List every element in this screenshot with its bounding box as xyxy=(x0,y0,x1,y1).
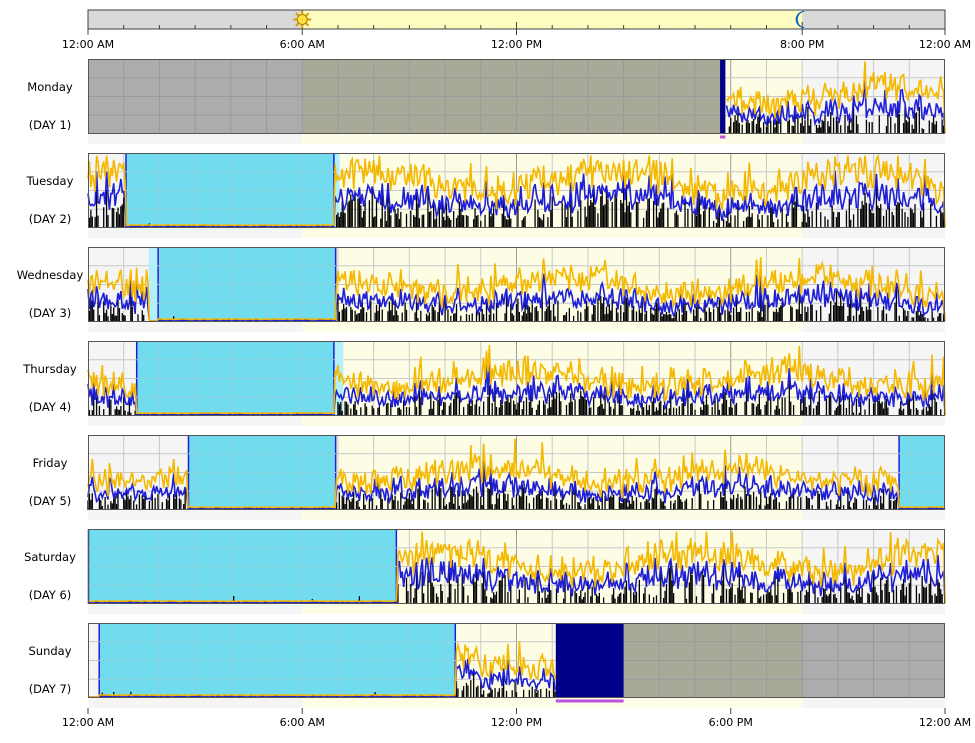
day-row-border xyxy=(88,59,945,134)
excluded-interval xyxy=(720,59,726,134)
top-axis-tick-label: 12:00 AM xyxy=(61,38,115,51)
day-name-label: Tuesday xyxy=(26,174,74,188)
sleep-onset-interval xyxy=(334,153,340,228)
white-light-trace xyxy=(87,438,946,510)
sun-icon xyxy=(296,14,308,25)
day-row-border xyxy=(88,341,945,416)
day-number-label: (DAY 1) xyxy=(28,118,72,132)
bottom-axis-tick-label: 12:00 AM xyxy=(918,716,972,729)
blue-light-trace xyxy=(87,363,946,416)
day-name-label: Sunday xyxy=(28,644,72,658)
day-number-label: (DAY 7) xyxy=(28,682,72,696)
blue-light-trace xyxy=(87,273,946,322)
blue-light-trace xyxy=(87,170,946,228)
top-axis-tick-label: 8:00 PM xyxy=(779,38,825,51)
bottom-axis-tick-label: 6:00 AM xyxy=(279,716,325,729)
bottom-axis-tick-label: 12:00 PM xyxy=(490,716,543,729)
white-light-trace xyxy=(87,257,946,322)
top-axis-tick-label: 12:00 AM xyxy=(918,38,972,51)
day-name-label: Monday xyxy=(27,80,73,94)
day-row-border xyxy=(88,529,945,604)
day-number-label: (DAY 6) xyxy=(28,588,72,602)
day-row-border xyxy=(88,247,945,322)
day-name-label: Thursday xyxy=(23,362,77,376)
day-number-label: (DAY 5) xyxy=(28,494,72,508)
day-name-label: Saturday xyxy=(24,550,76,564)
daylight-span xyxy=(302,10,803,29)
day-number-label: (DAY 2) xyxy=(28,212,72,226)
top-axis-tick-label: 6:00 AM xyxy=(279,38,325,51)
white-light-trace xyxy=(87,153,946,228)
bottom-axis-tick-label: 12:00 AM xyxy=(61,716,115,729)
day-name-label: Wednesday xyxy=(16,268,84,282)
white-light-trace xyxy=(87,344,946,416)
sleep-onset-interval xyxy=(148,247,158,322)
day-row-border xyxy=(88,153,945,228)
day-row-border xyxy=(88,623,945,698)
white-light-trace xyxy=(725,61,946,134)
day-name-label: Friday xyxy=(32,456,68,470)
day-number-label: (DAY 4) xyxy=(28,400,72,414)
bottom-axis-tick-label: 6:00 PM xyxy=(708,716,753,729)
top-axis-tick-label: 12:00 PM xyxy=(490,38,543,51)
day-number-label: (DAY 3) xyxy=(28,306,72,320)
blue-light-trace xyxy=(88,554,946,604)
excluded-interval xyxy=(555,623,624,698)
white-light-trace xyxy=(87,531,946,604)
day-row-border xyxy=(88,435,945,510)
blue-light-trace xyxy=(87,460,946,510)
blue-light-trace xyxy=(725,75,946,134)
